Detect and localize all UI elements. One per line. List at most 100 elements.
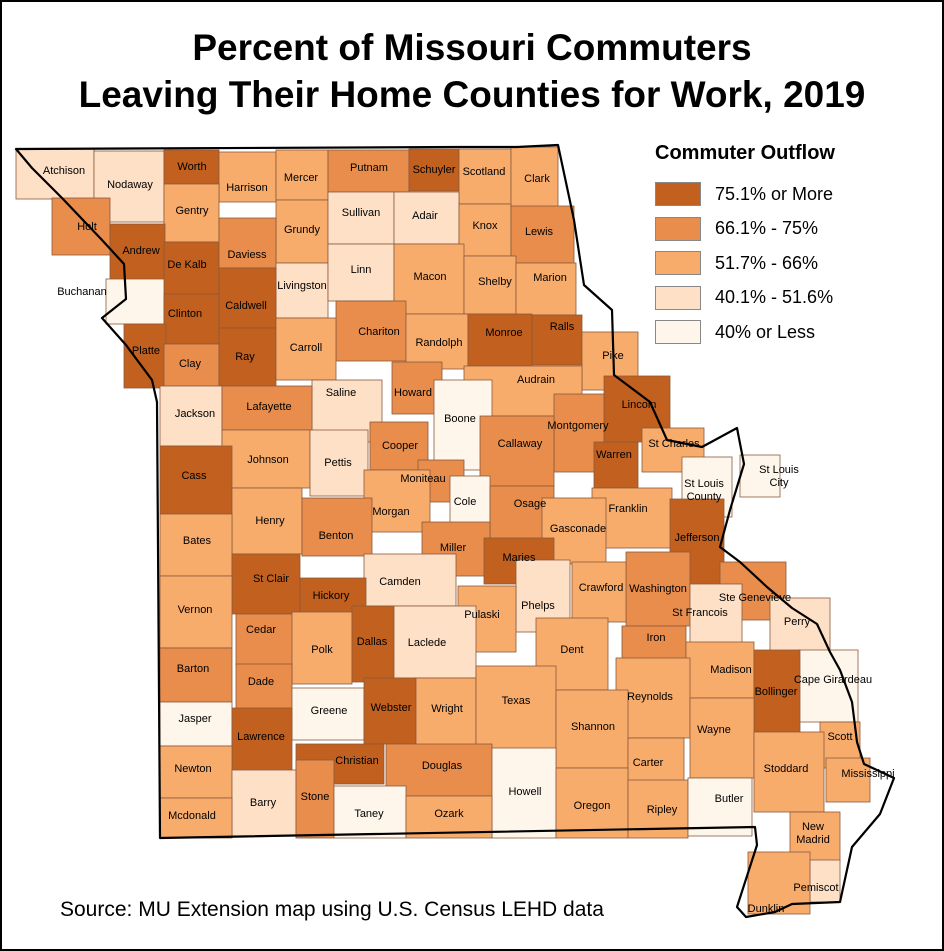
county-lawrence: [231, 707, 293, 773]
county-label: Howard: [394, 387, 432, 399]
county-ralls: [531, 314, 583, 366]
county-label: De Kalb: [167, 259, 206, 271]
county-label: Scott: [827, 731, 852, 743]
county-label: Ralls: [550, 321, 575, 333]
county-perry: [769, 597, 831, 655]
county-label: Cole: [454, 496, 477, 508]
county-label: St Charles: [648, 438, 700, 450]
county-label: Adair: [412, 210, 438, 222]
county-label: Madison: [710, 664, 752, 676]
county-label: Lincoln: [622, 399, 657, 411]
county-label: Morgan: [372, 506, 409, 518]
county-label: Audrain: [517, 374, 555, 386]
county-label: Douglas: [422, 760, 463, 772]
county-label: Jefferson: [674, 532, 719, 544]
county-label: Dallas: [357, 636, 388, 648]
legend-label: 51.7% - 66%: [715, 252, 819, 273]
county-label: Crawford: [579, 582, 624, 594]
county-label: Chariton: [358, 326, 400, 338]
county-label: Howell: [508, 786, 541, 798]
county-label: Macon: [413, 271, 446, 283]
county-st-clair: [231, 553, 301, 615]
county-label: Caldwell: [225, 300, 267, 312]
county-cass: [159, 445, 233, 515]
county-monroe: [467, 313, 533, 367]
legend-item: 66.1% - 75%: [655, 212, 895, 247]
county-label: Cape Girardeau: [794, 674, 872, 686]
county-label: Buchanan: [57, 286, 107, 298]
county-labels-layer: Atchison Nodaway Worth Harrison Mercer Putnam…: [43, 161, 895, 915]
county-label: Lafayette: [246, 401, 291, 413]
county-label: Marion: [533, 272, 567, 284]
county-label: Hickory: [313, 590, 350, 602]
county-label: Scotland: [463, 166, 506, 178]
county-label: Schuyler: [413, 164, 456, 176]
county-label: Putnam: [350, 162, 388, 174]
county-label: Laclede: [408, 637, 447, 649]
county-mississippi: [825, 757, 871, 803]
county-label: Clark: [524, 173, 550, 185]
county-morgan: [363, 469, 431, 533]
county-label: Newton: [174, 763, 211, 775]
county-label: Camden: [379, 576, 421, 588]
county-linn: [327, 243, 395, 302]
county-label: Livingston: [277, 280, 327, 292]
legend-label: 40% or Less: [715, 321, 816, 342]
county-label: Gasconade: [550, 523, 606, 535]
county-label: Dade: [248, 676, 274, 688]
county-label: Texas: [502, 695, 531, 707]
county-label: Webster: [371, 702, 412, 714]
county-label: Grundy: [284, 224, 321, 236]
county-label: Lawrence: [237, 731, 285, 743]
legend-swatch: [655, 320, 701, 345]
county-label: Knox: [472, 220, 498, 232]
county-putnam: [327, 149, 410, 193]
county-label: Bates: [183, 535, 212, 547]
county-label: Christian: [335, 755, 378, 767]
legend-swatch: [655, 182, 701, 207]
county-label: Jasper: [178, 713, 211, 725]
county-label: Barry: [250, 797, 277, 809]
county-label: Reynolds: [627, 691, 673, 703]
county-label: Saline: [326, 387, 357, 399]
county-label: Greene: [311, 705, 348, 717]
county-label: Cooper: [382, 440, 418, 452]
county-label: Gentry: [175, 205, 209, 217]
county-label: St Clair: [253, 573, 289, 585]
county-st-louis-city: [739, 454, 781, 498]
county-texas: [475, 665, 557, 759]
county-ozark: [405, 795, 493, 839]
county-label: Osage: [514, 498, 546, 510]
county-wayne: [689, 697, 755, 779]
source-note: Source: MU Extension map using U.S. Cens…: [60, 898, 604, 921]
county-mcdonald: [159, 797, 233, 839]
county-bollinger: [753, 649, 801, 733]
county-label: Atchison: [43, 165, 85, 177]
county-holt: [51, 197, 111, 256]
county-label: Pemiscot: [793, 882, 838, 894]
county-adair: [393, 191, 460, 245]
county-label: Andrew: [122, 245, 159, 257]
county-caldwell: [218, 267, 277, 329]
county-sullivan: [327, 191, 395, 245]
county-label: Oregon: [574, 800, 611, 812]
county-label: Ripley: [647, 804, 678, 816]
legend-swatch: [655, 251, 701, 276]
county-harrison: [218, 151, 277, 203]
county-cape-girardeau: [797, 649, 859, 723]
county-cedar: [235, 613, 301, 667]
county-label: Taney: [354, 808, 384, 820]
county-label: Linn: [351, 264, 372, 276]
county-label: Daviess: [227, 249, 267, 261]
county-jackson: [159, 385, 223, 447]
county-label: Cass: [181, 470, 207, 482]
county-barton: [159, 647, 233, 703]
county-label: Washington: [629, 583, 687, 595]
county-label: St Francois: [672, 607, 728, 619]
county-pettis: [309, 429, 369, 497]
county-label: Boone: [444, 413, 476, 425]
county-label: Randolph: [415, 337, 462, 349]
county-label: Clay: [179, 358, 202, 370]
county-label: Maries: [502, 552, 536, 564]
